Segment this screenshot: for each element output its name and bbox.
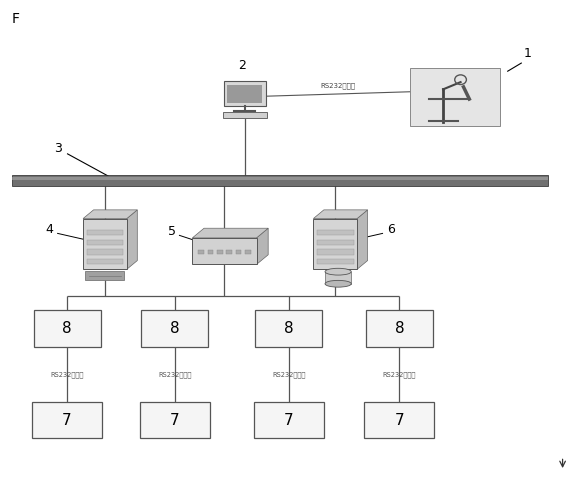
Text: 7: 7 [62, 412, 72, 428]
Text: 7: 7 [170, 412, 180, 428]
Bar [12, 175, 548, 186]
Bar [409, 68, 500, 126]
Text: RS232串口线: RS232串口线 [382, 371, 416, 378]
Bar [364, 402, 434, 439]
Text: F: F [12, 12, 20, 26]
Bar [236, 250, 241, 254]
Bar [86, 230, 124, 236]
Text: 5: 5 [168, 226, 176, 238]
Text: RS232串口线: RS232串口线 [50, 371, 84, 378]
Text: 7: 7 [395, 412, 404, 428]
Text: 4: 4 [45, 223, 54, 236]
Bar [366, 310, 433, 346]
Bar [245, 250, 251, 254]
Text: 8: 8 [170, 321, 180, 336]
Bar [317, 249, 353, 255]
Bar [217, 250, 223, 254]
Bar [317, 230, 353, 236]
Text: 1: 1 [524, 47, 532, 60]
Bar [255, 310, 322, 346]
Ellipse shape [325, 269, 351, 275]
Bar [325, 271, 351, 284]
Bar [226, 250, 232, 254]
Polygon shape [192, 228, 268, 238]
Text: RS232串口线: RS232串口线 [158, 371, 192, 378]
Bar [317, 259, 353, 264]
Bar [86, 240, 124, 245]
Bar [224, 81, 266, 106]
Bar [86, 259, 124, 264]
Bar [227, 85, 262, 103]
Bar [34, 310, 101, 346]
Bar [140, 402, 210, 439]
Polygon shape [127, 210, 137, 270]
Polygon shape [314, 210, 367, 218]
Bar [314, 218, 357, 270]
Bar [83, 218, 127, 270]
Polygon shape [357, 210, 367, 270]
Polygon shape [257, 228, 268, 265]
Text: 6: 6 [387, 223, 395, 236]
Bar [192, 238, 257, 265]
Bar [198, 250, 204, 254]
Bar [223, 112, 267, 118]
Text: 2: 2 [238, 59, 246, 72]
Bar [12, 177, 548, 180]
Ellipse shape [325, 280, 351, 287]
Bar [317, 240, 353, 245]
Text: RS232串口线: RS232串口线 [320, 83, 355, 89]
Text: 8: 8 [395, 321, 404, 336]
Bar [254, 402, 324, 439]
Text: 3: 3 [54, 142, 62, 155]
Text: 8: 8 [284, 321, 293, 336]
Text: 8: 8 [62, 321, 72, 336]
Bar [208, 250, 213, 254]
Bar [32, 402, 102, 439]
Polygon shape [83, 210, 137, 218]
Bar [85, 271, 124, 280]
Bar [141, 310, 209, 346]
Text: RS232串口线: RS232串口线 [272, 371, 305, 378]
Bar [86, 249, 124, 255]
Text: 7: 7 [284, 412, 293, 428]
